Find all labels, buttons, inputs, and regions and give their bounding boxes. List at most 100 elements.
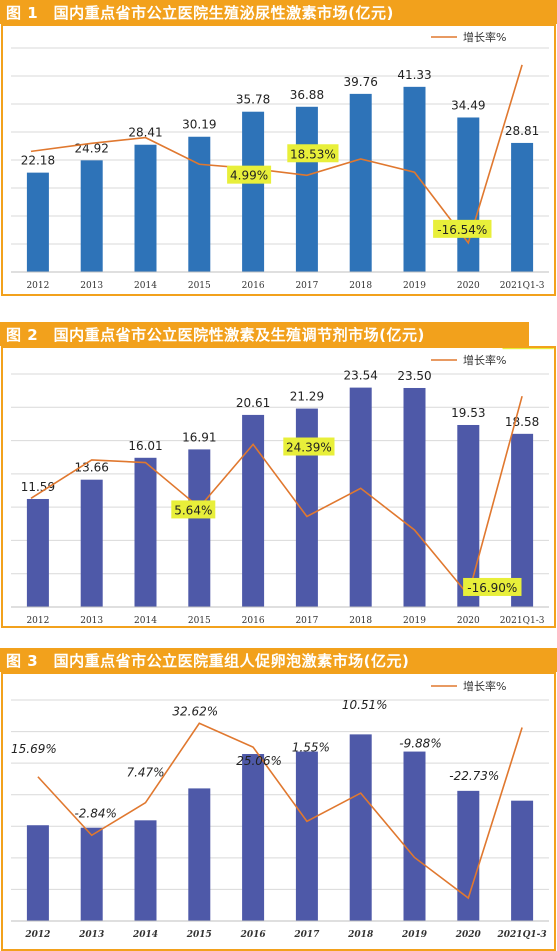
chart-svg-2: 增长率% 11.59 2012 13.66 2013 16.01 2014 16.91 2015…: [11, 348, 554, 626]
chart-svg-3: 增长率% 2012 2013 2014 2015 2016 2017 2018 2019 2020…: [11, 679, 549, 940]
bar-value-label: 13.66: [75, 461, 109, 475]
growth-rate-label: 15.69%: [11, 742, 57, 756]
bar: [80, 160, 103, 272]
x-tick-label: 2018: [349, 616, 372, 626]
bar: [349, 387, 372, 607]
chart-title-2: 图 2 国内重点省市公立医院性激素及生殖调节剂市场(亿元): [6, 325, 425, 344]
chart-panel-2: 图 2 国内重点省市公立医院性激素及生殖调节剂市场(亿元) 增长率% 11.59 2…: [0, 322, 557, 628]
bar-value-label: 18.58: [505, 415, 539, 429]
bar: [242, 754, 265, 921]
chart-panel-1: 图 1 国内重点省市公立医院生殖泌尿性激素市场(亿元) 增长率% 22.18 201…: [0, 0, 557, 296]
x-tick-label: 2018: [349, 281, 372, 291]
bar-value-label: 36.88: [290, 88, 324, 102]
chart-title-bar-3: 图 3 国内重点省市公立医院重组人促卵泡激素市场(亿元): [0, 648, 557, 672]
x-tick-label: 2017: [295, 281, 318, 291]
growth-rate-label: 1.55%: [292, 740, 330, 754]
x-tick-label: 2012: [26, 281, 49, 291]
bar-value-label: 16.91: [182, 430, 216, 444]
x-tick-label: 2020: [457, 616, 480, 626]
legend-label: 增长率%: [463, 30, 506, 44]
bar: [349, 93, 372, 272]
bar-value-label: 20.61: [236, 396, 270, 410]
x-tick-label: 2018: [347, 930, 374, 940]
x-tick-label: 2015: [186, 930, 212, 940]
growth-rate-label: 4.99%: [230, 169, 268, 183]
bar-value-label: 28.81: [505, 124, 539, 138]
x-tick-label: 2021Q1-3: [500, 281, 545, 291]
growth-rate-label: 32.62%: [172, 704, 218, 718]
bar: [134, 820, 157, 921]
bar-value-label: 16.01: [128, 439, 162, 453]
bar: [26, 498, 49, 607]
x-tick-label: 2015: [188, 281, 211, 291]
bar: [134, 457, 157, 607]
bar: [295, 408, 318, 607]
growth-rate-label: -9.88%: [399, 736, 441, 750]
bar: [403, 86, 426, 272]
bar: [80, 827, 103, 921]
bar-value-label: 23.54: [344, 369, 378, 383]
bar-value-label: 39.76: [344, 75, 378, 89]
legend-label: 增长率%: [463, 679, 506, 693]
x-tick-label: 2021Q1-3: [497, 930, 547, 940]
bar-value-label: 35.78: [236, 93, 270, 107]
x-tick-label: 2012: [26, 616, 49, 626]
x-tick-label: 2014: [134, 616, 157, 626]
bar-value-label: 19.53: [451, 406, 485, 420]
growth-label-highlight: [171, 500, 216, 519]
growth-label-highlight: [433, 219, 492, 238]
chart-frame-1: 增长率% 22.18 2012 24.92 2013 28.41 2014 30.19 2015…: [1, 24, 556, 296]
chart-panel-3: 图 3 国内重点省市公立医院重组人促卵泡激素市场(亿元) 增长率% 2012 201…: [0, 648, 557, 951]
bar: [80, 479, 103, 607]
x-tick-label: 2019: [401, 930, 428, 940]
growth-rate-label: 7.47%: [126, 766, 164, 780]
x-tick-label: 2021Q1-3: [500, 616, 545, 626]
growth-rate-label: -2.84%: [74, 806, 116, 820]
bar: [349, 734, 372, 921]
growth-rate-label: -22.73%: [449, 769, 499, 783]
x-tick-label: 2020: [457, 281, 480, 291]
bar: [511, 142, 534, 272]
x-tick-label: 2014: [132, 930, 158, 940]
chart-title-bar-1: 图 1 国内重点省市公立医院生殖泌尿性激素市场(亿元): [0, 0, 557, 24]
chart-title-3: 图 3 国内重点省市公立医院重组人促卵泡激素市场(亿元): [6, 651, 410, 670]
bar-value-label: 23.50: [397, 369, 431, 383]
x-tick-label: 2020: [455, 930, 482, 940]
x-tick-label: 2016: [240, 930, 267, 940]
bar: [188, 136, 211, 272]
bar: [242, 111, 265, 272]
x-tick-label: 2013: [80, 616, 103, 626]
x-tick-label: 2014: [134, 281, 157, 291]
bar-value-label: 28.41: [128, 126, 162, 140]
chart-frame-2: 增长率% 11.59 2012 13.66 2013 16.01 2014 16.91 2015…: [1, 346, 556, 628]
bar-value-label: 30.19: [182, 118, 216, 132]
x-tick-label: 2013: [80, 281, 103, 291]
bar: [26, 825, 49, 921]
chart-title-1: 图 1 国内重点省市公立医院生殖泌尿性激素市场(亿元): [6, 3, 394, 22]
growth-line: [37, 722, 523, 900]
chart-title-bar-2: 图 2 国内重点省市公立医院性激素及生殖调节剂市场(亿元): [0, 322, 529, 346]
x-tick-label: 2013: [78, 930, 104, 940]
bar-value-label: 21.29: [290, 390, 324, 404]
growth-line: [30, 64, 523, 245]
growth-rate-label: -16.90%: [467, 581, 517, 595]
growth-rate-label: 5.64%: [174, 503, 212, 517]
growth-label-highlight: [287, 144, 339, 163]
bar: [457, 117, 480, 272]
x-tick-label: 2017: [295, 616, 318, 626]
bar: [26, 172, 49, 272]
growth-label-highlight: [502, 348, 554, 350]
growth-rate-label: 25.06%: [236, 754, 282, 768]
bar: [403, 751, 426, 921]
bar: [457, 424, 480, 607]
growth-rate-label: 24.39%: [286, 441, 332, 455]
bar: [134, 144, 157, 272]
x-tick-label: 2016: [242, 616, 265, 626]
bar-value-label: 34.49: [451, 98, 485, 112]
growth-label-highlight: [463, 577, 522, 596]
x-tick-label: 2015: [188, 616, 211, 626]
bar: [511, 800, 534, 921]
bar: [511, 433, 534, 607]
growth-rate-label: 10.51%: [342, 698, 388, 712]
legend-label: 增长率%: [463, 353, 506, 367]
